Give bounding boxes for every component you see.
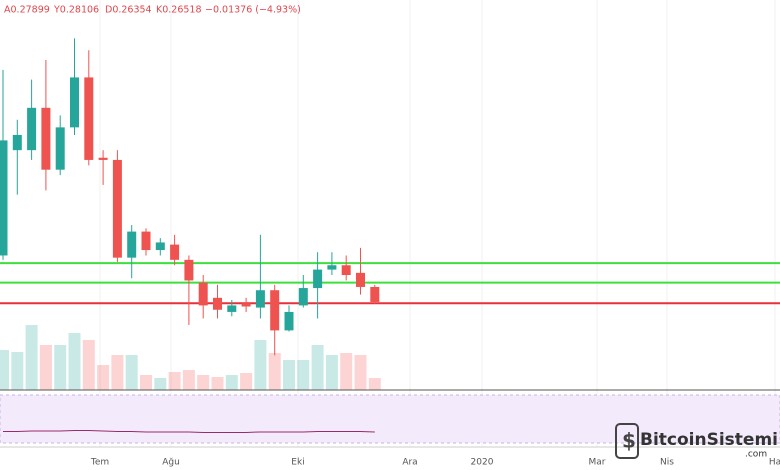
change-label: −0.01376 (−4.93%) [205, 5, 301, 16]
candle-body [0, 140, 8, 256]
candle-body [12, 134, 22, 151]
volume-bar [225, 375, 238, 390]
logo-mark: $ [622, 429, 636, 453]
watermark: $ BitcoinSistemi .com [615, 423, 778, 460]
candle-body [127, 231, 137, 258]
volume-bar [25, 325, 38, 390]
header: A0.27899 Y0.28106 D0.26354 K0.26518 −0.0… [4, 5, 301, 16]
candle-body [241, 303, 251, 307]
volume-bar [154, 378, 167, 390]
candle-body [313, 269, 323, 289]
volume-bar [168, 372, 181, 390]
volume-bar [11, 352, 24, 390]
x-tick-label: Ha [769, 458, 780, 468]
candle-body [327, 265, 337, 270]
volume-bar [140, 375, 152, 390]
volume-bar [297, 360, 310, 390]
volume-bar [182, 370, 195, 390]
candle-body [198, 282, 208, 306]
volume-bar [283, 360, 295, 390]
open-label: A0.27899 [4, 5, 50, 16]
rsi-pane [0, 394, 780, 444]
volume-bar [39, 345, 52, 390]
candle-body [170, 244, 180, 260]
volume-bar [68, 333, 81, 390]
x-tick-label: Ağu [162, 458, 180, 468]
candle-body [284, 311, 294, 331]
x-tick-label: Eki [291, 458, 304, 468]
candle-body [356, 272, 365, 287]
candle-body [155, 242, 165, 251]
close-label: K0.26518 [156, 5, 202, 16]
candle-body [27, 107, 37, 151]
volume-bar [82, 340, 95, 390]
volume-bar [211, 377, 224, 390]
brand-domain: .com [745, 450, 767, 460]
volume-bar [97, 365, 110, 390]
volume-bar [54, 345, 67, 390]
low-label: D0.26354 [105, 5, 152, 16]
x-tick-label: Mar [589, 458, 606, 468]
candle-body [213, 297, 222, 310]
volume-bar [340, 353, 353, 390]
candle-body [98, 157, 108, 160]
x-tick-label: Ara [402, 458, 417, 468]
candle-body [270, 290, 280, 331]
volume-bar [197, 375, 210, 390]
brand: BitcoinSistemi [640, 430, 778, 450]
candle-body [341, 265, 351, 276]
volume-bar [368, 378, 381, 390]
volume-bar [268, 353, 281, 390]
candle-body [298, 288, 308, 306]
x-tick-label: Nis [660, 458, 674, 468]
volume-bar [325, 355, 338, 390]
candle-body [370, 286, 380, 302]
candle-body [255, 290, 265, 308]
volume-bar [125, 355, 138, 390]
candle-body [84, 77, 94, 160]
volume-bar [254, 340, 267, 390]
candle-body [70, 77, 79, 128]
candle-body [184, 259, 194, 281]
rsi-line [3, 430, 375, 433]
candle-body [41, 107, 51, 170]
candle-body [227, 305, 237, 312]
high-label: Y0.28106 [53, 5, 99, 16]
volume-bar [354, 355, 367, 390]
volume-bar [0, 350, 9, 390]
logo [615, 423, 639, 459]
candle-body [112, 159, 122, 258]
candle-body [55, 127, 65, 170]
volume-bar [311, 345, 324, 390]
candle-body [141, 231, 151, 251]
x-tick-label: 2020 [471, 458, 494, 468]
volume-bar [111, 355, 124, 390]
x-tick-label: Tem [90, 458, 109, 468]
volume-bar [240, 373, 253, 390]
